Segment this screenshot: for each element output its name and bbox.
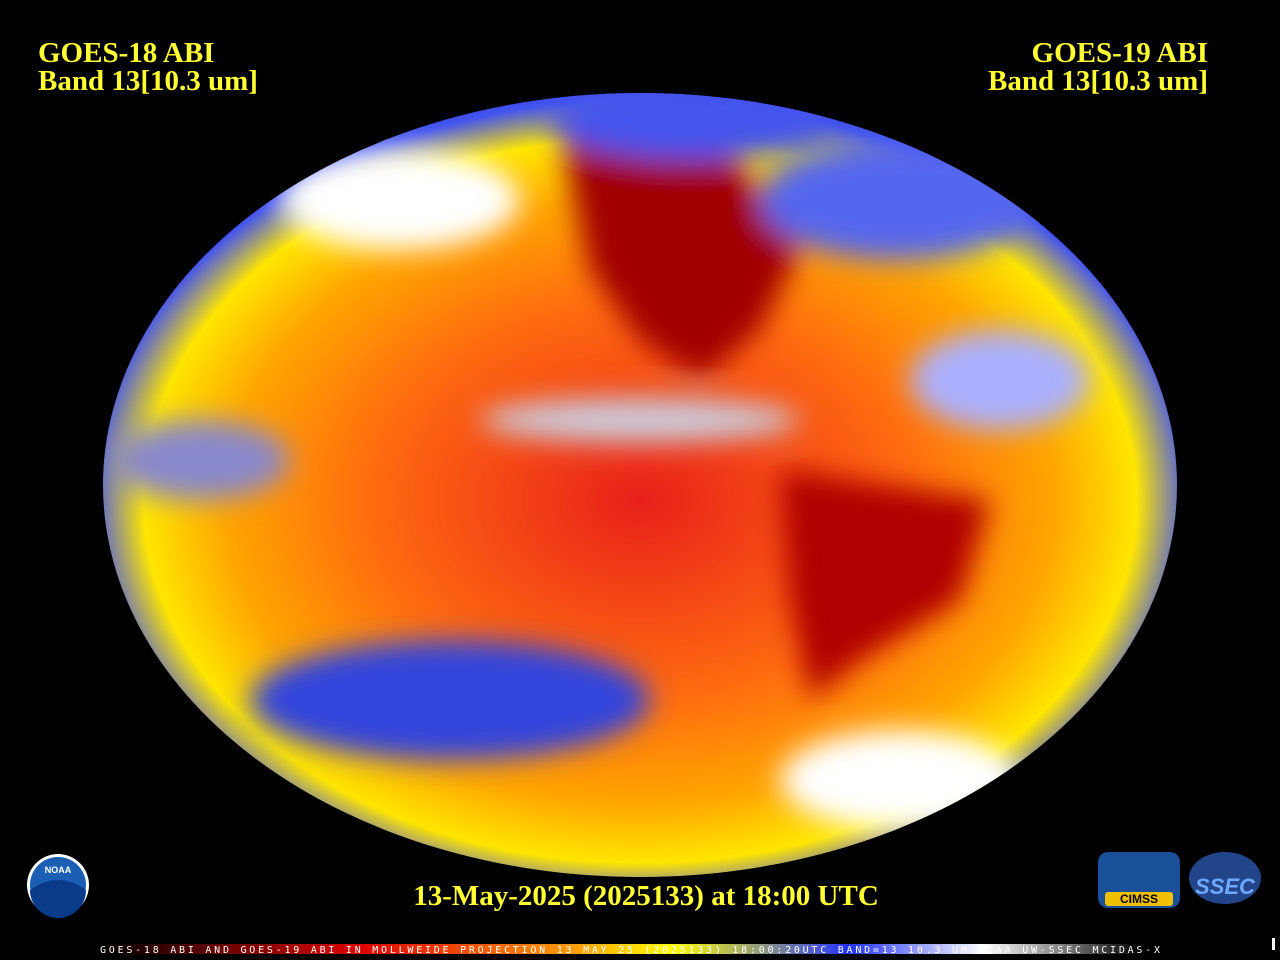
timestamp: 13-May-2025 (2025133) at 18:00 UTC [413, 880, 879, 912]
ssec-logo: SSEC [1189, 852, 1261, 904]
caption: GOES-18 ABI AND GOES-19 ABI IN MOLLWEIDE… [100, 945, 1160, 956]
noaa-text: NOAA [45, 865, 72, 875]
left-satellite: GOES-18 ABI [38, 37, 214, 69]
left-band: Band 13[10.3 um] [38, 65, 258, 97]
right-satellite: GOES-19 ABI [1032, 37, 1208, 69]
noaa-logo: NOAA [27, 854, 89, 918]
right-band: Band 13[10.3 um] [988, 65, 1208, 97]
tick [1272, 938, 1275, 950]
color-bar [100, 944, 1140, 954]
cimss-logo: CIMSS [1098, 852, 1180, 908]
cimss-text: CIMSS [1120, 892, 1158, 906]
ssec-text: SSEC [1195, 874, 1256, 899]
